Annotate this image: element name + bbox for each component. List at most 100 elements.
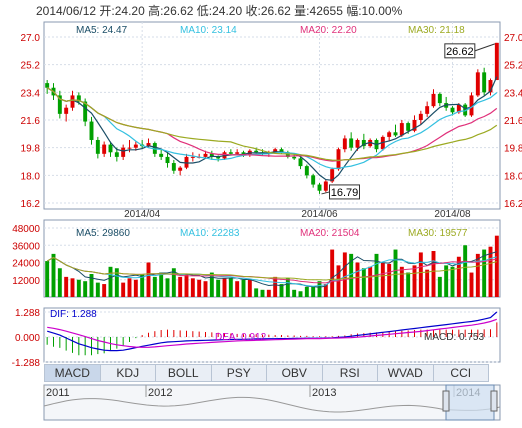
price-tick-label-right: 18.0 [504, 171, 522, 182]
candle [380, 135, 385, 151]
tab-cci[interactable]: CCI [432, 364, 489, 382]
candle-body [203, 153, 208, 157]
quote-header: 2014/06/12 开:24.20 高:26.62 低:24.20 收:26.… [36, 4, 403, 18]
candle [190, 152, 195, 162]
candle [102, 141, 107, 157]
candle-body [165, 156, 170, 164]
candle [387, 130, 392, 142]
volume-bar [298, 291, 303, 297]
volume-bar [121, 282, 126, 297]
volume-bar [45, 261, 50, 297]
volume-bar [203, 281, 208, 297]
candle [361, 133, 366, 150]
candle-body [349, 138, 354, 148]
macd-tick-label: 1.288 [15, 308, 40, 319]
tab-wvad[interactable]: WVAD [377, 364, 433, 382]
candle [336, 147, 341, 171]
candle-body [482, 72, 487, 93]
candle-body [355, 139, 360, 148]
volume-bar [456, 256, 461, 297]
price-tick-label-right: 25.2 [504, 61, 522, 72]
price-legend-ma10: MA10: 23.14 [180, 25, 237, 36]
navigator-left-handle[interactable] [442, 390, 450, 412]
volume-bar [152, 276, 157, 297]
volume-bar [133, 279, 138, 297]
candle [165, 152, 170, 168]
candle-body [178, 167, 183, 171]
volume-bar [431, 251, 436, 297]
price-legend-ma30: MA30: 21.18 [408, 25, 465, 36]
candle [184, 153, 189, 170]
price-tick-label-left: 19.8 [21, 144, 41, 155]
ma30-line [46, 87, 498, 161]
dea-line [47, 318, 497, 348]
navigator-right-handle[interactable] [490, 390, 498, 412]
volume-bar [178, 276, 183, 297]
high-price-label: 26.62 [446, 46, 474, 58]
tab-boll[interactable]: BOLL [155, 364, 211, 382]
candle [494, 42, 499, 81]
volume-bar [165, 278, 170, 297]
volume-legend-ma5: MA5: 29860 [76, 228, 130, 239]
candle [469, 92, 474, 117]
candle-body [412, 120, 417, 131]
candle [95, 136, 100, 159]
volume-bar [114, 268, 119, 297]
candle-body [285, 152, 290, 157]
macd-tick-label: 0.000 [15, 333, 40, 344]
candle [178, 166, 183, 176]
candle [475, 69, 480, 97]
candle-body [456, 104, 461, 113]
volume-bar [171, 268, 176, 297]
candle-body [127, 147, 132, 149]
candle-body [184, 156, 189, 168]
low-price-label: 16.79 [331, 187, 359, 199]
volume-bar [64, 276, 69, 297]
candle-body [102, 144, 107, 154]
volume-bar [349, 253, 354, 297]
tab-obv[interactable]: OBV [266, 364, 322, 382]
tab-kdj[interactable]: KDJ [99, 364, 155, 382]
candle [121, 144, 126, 160]
candle-body [76, 95, 81, 102]
candle-body [70, 95, 75, 108]
navigator-frame [43, 384, 501, 421]
candle-body [190, 156, 195, 158]
tab-psy[interactable]: PSY [210, 364, 266, 382]
volume-bar [260, 289, 265, 297]
price-tick-label-right: 16.2 [504, 199, 522, 210]
volume-bar [108, 266, 113, 297]
candle [323, 179, 328, 193]
candle [285, 150, 290, 159]
volume-tick-label: 24000 [12, 259, 40, 270]
candle [317, 183, 322, 194]
price-tick-label-right: 27.0 [504, 33, 522, 44]
candle [298, 156, 303, 170]
volume-bar [469, 272, 474, 297]
candle-body [393, 132, 398, 136]
candle-body [298, 158, 303, 167]
macd-legend-macd: MACD: 0.753 [424, 332, 484, 343]
candle [450, 106, 455, 116]
volume-bar [475, 253, 480, 297]
volume-bar [494, 235, 499, 297]
candle-body [108, 144, 113, 153]
volume-bar [323, 284, 328, 297]
volume-bar [247, 279, 252, 297]
tab-rsi[interactable]: RSI [321, 364, 377, 382]
price-panel-frame [43, 21, 501, 210]
candle-body [317, 184, 322, 191]
candle [209, 150, 214, 160]
candle-body [89, 121, 94, 140]
volume-bar [241, 279, 246, 297]
candle-body [57, 95, 62, 114]
volume-bar [197, 279, 202, 297]
candle-body [311, 175, 316, 185]
candle-body [330, 169, 335, 182]
tab-macd[interactable]: MACD [44, 364, 100, 382]
volume-bar [83, 281, 88, 297]
candle-body [463, 104, 468, 116]
candle-body [431, 93, 436, 107]
low-price-pointer [321, 191, 330, 195]
